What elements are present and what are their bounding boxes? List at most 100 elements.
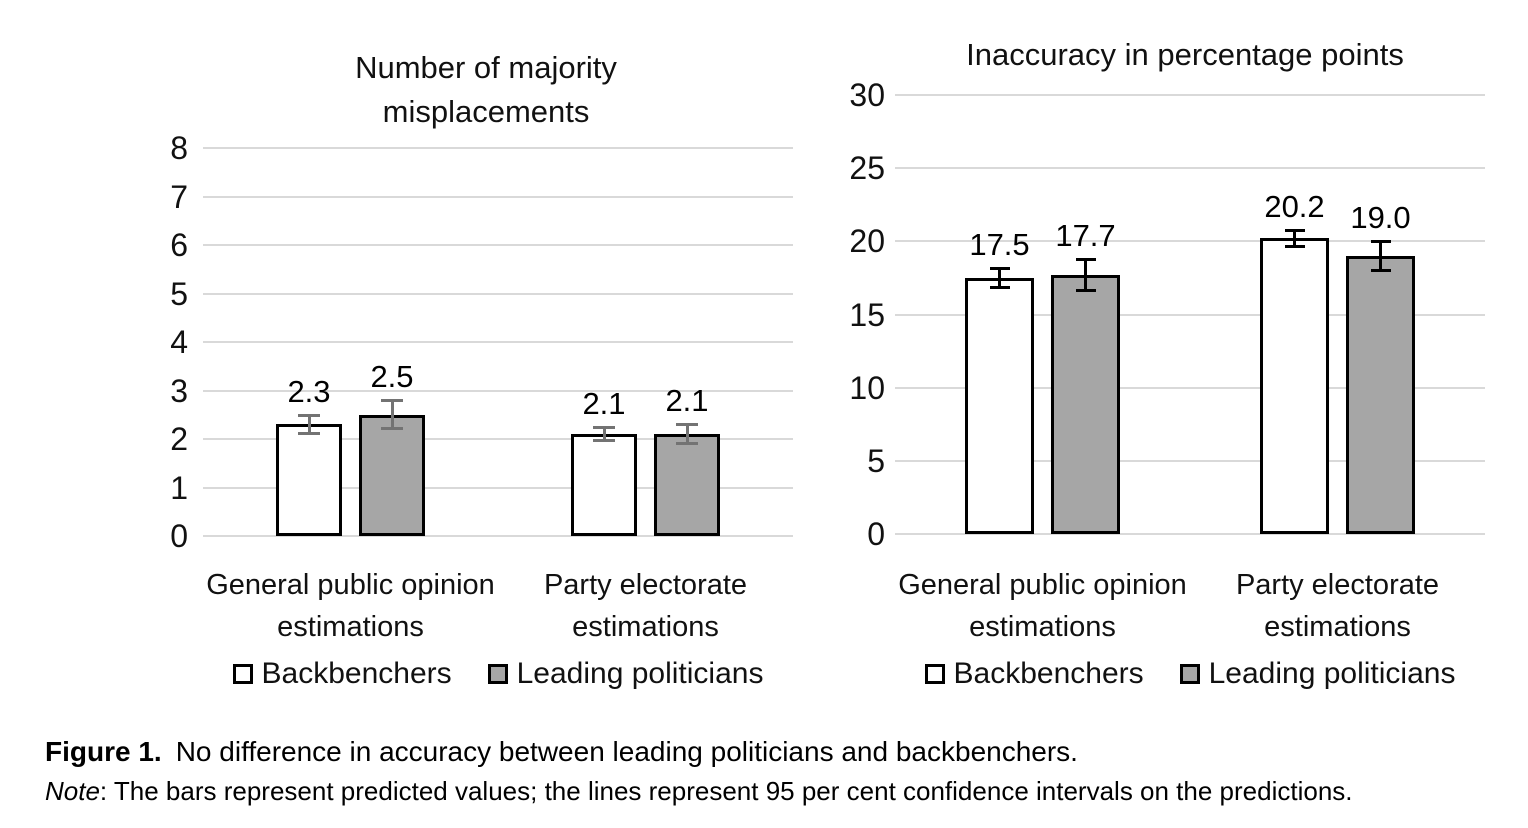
- category-label-line: Party electorate: [543, 569, 748, 601]
- y-axis-tick-15: 15: [849, 296, 885, 333]
- legend-item-leading-politicians: Leading politicians: [487, 657, 764, 691]
- category-label-group2: Party electorate estimations: [436, 564, 856, 648]
- legend-label-leading-politicians: Leading politicians: [1208, 657, 1456, 690]
- legend-swatch-leading-politicians: [1179, 664, 1200, 684]
- bar-leading-politicians-group1: [359, 414, 425, 536]
- gridline-y5: [203, 292, 793, 295]
- error-bar-cap-bottom-backbenchers-group2: [1284, 245, 1305, 249]
- value-label-leading-politicians-group2: 2.1: [665, 383, 709, 419]
- y-axis-tick-8: 8: [170, 130, 188, 166]
- error-bar-cap-top-backbenchers-group1: [298, 413, 320, 417]
- y-axis-tick-0: 0: [170, 518, 188, 554]
- note-line: Note: The bars represent predicted value…: [45, 773, 1495, 809]
- note-text: : The bars represent predicted values; t…: [99, 776, 1353, 806]
- category-label-line: estimations: [277, 611, 424, 643]
- category-label-line: General public opinion: [898, 569, 1187, 601]
- legend-label-backbenchers: Backbenchers: [261, 657, 452, 690]
- chart-title: Number of majority misplacements: [136, 46, 836, 134]
- gridline-y1: [203, 486, 793, 489]
- legend-item-backbenchers: Backbenchers: [232, 657, 452, 691]
- error-bar-line-backbenchers-group1: [998, 267, 1001, 289]
- legend-label-leading-politicians: Leading politicians: [516, 657, 764, 690]
- error-bar-cap-top-leading-politicians-group1: [381, 399, 403, 403]
- legend-label-backbenchers: Backbenchers: [953, 657, 1144, 690]
- category-label-line: estimations: [969, 611, 1116, 643]
- legend-item-backbenchers: Backbenchers: [924, 657, 1144, 691]
- error-bar-line-backbenchers-group2: [602, 426, 606, 442]
- y-axis-tick-5: 5: [867, 442, 885, 479]
- category-label-group2: Party electorate estimations: [1128, 564, 1528, 648]
- value-label-leading-politicians-group1: 2.5: [370, 359, 414, 395]
- gridline-y15: [895, 313, 1485, 316]
- gridline-y5: [895, 459, 1485, 462]
- y-axis-tick-7: 7: [170, 178, 188, 215]
- error-bar-line-backbenchers-group2: [1293, 229, 1296, 248]
- legend: Backbenchers Leading politicians: [895, 654, 1485, 694]
- y-axis-tick-30: 30: [849, 77, 885, 113]
- gridline-y10: [895, 386, 1485, 389]
- caption-line: Figure 1. No difference in accuracy betwe…: [45, 733, 1495, 771]
- error-bar-line-leading-politicians-group2: [685, 424, 689, 444]
- gridline-y25: [895, 167, 1485, 170]
- error-bar-cap-bottom-leading-politicians-group2: [1370, 268, 1391, 272]
- y-axis-tick-0: 0: [867, 516, 885, 552]
- legend-swatch-leading-politicians: [487, 664, 508, 684]
- gridline-y30: [895, 94, 1485, 96]
- error-bar-cap-bottom-backbenchers-group1: [298, 432, 320, 436]
- figure-caption-text: No difference in accuracy between leadin…: [175, 736, 1078, 767]
- error-bar-line-leading-politicians-group1: [1084, 258, 1087, 292]
- error-bar-cap-bottom-backbenchers-group1: [989, 286, 1010, 290]
- bar-backbenchers-group2: [571, 434, 637, 536]
- chart-title-line: misplacements: [382, 94, 590, 129]
- error-bar-cap-top-leading-politicians-group2: [1370, 240, 1391, 244]
- error-bar-cap-top-backbenchers-group1: [989, 266, 1010, 270]
- gridline-y20: [895, 240, 1485, 243]
- value-label-leading-politicians-group1: 17.7: [1055, 217, 1116, 253]
- value-label-backbenchers-group2: 20.2: [1264, 188, 1325, 224]
- gridline-y6: [203, 244, 793, 246]
- legend-swatch-backbenchers: [232, 664, 253, 684]
- gridline-y7: [203, 195, 793, 198]
- bar-backbenchers-group1: [965, 277, 1034, 534]
- chart-title-line: Number of majority: [355, 50, 617, 85]
- legend: Backbenchers Leading politicians: [203, 654, 793, 694]
- value-label-leading-politicians-group2: 19.0: [1350, 200, 1411, 236]
- figure-label: Figure 1.: [45, 736, 162, 767]
- error-bar-line-backbenchers-group1: [307, 414, 311, 435]
- error-bar-line-leading-politicians-group1: [390, 400, 394, 430]
- value-label-backbenchers-group1: 17.5: [969, 226, 1030, 262]
- category-label-line: estimations: [572, 611, 719, 643]
- bar-leading-politicians-group1: [1051, 274, 1120, 534]
- error-bar-line-leading-politicians-group2: [1379, 241, 1382, 271]
- y-axis-tick-1: 1: [170, 469, 188, 506]
- y-axis-tick-10: 10: [849, 369, 885, 406]
- y-axis-tick-20: 20: [849, 223, 885, 260]
- category-label-line: estimations: [1264, 611, 1411, 643]
- bar-backbenchers-group2: [1260, 238, 1329, 534]
- figure-caption: Figure 1. No difference in accuracy betwe…: [45, 733, 1495, 809]
- y-axis-tick-25: 25: [849, 150, 885, 187]
- chart-title-line: Inaccuracy in percentage points: [966, 37, 1404, 72]
- legend-item-leading-politicians: Leading politicians: [1179, 657, 1456, 691]
- y-axis-tick-5: 5: [170, 275, 188, 312]
- chart-title: Inaccuracy in percentage points: [835, 33, 1528, 77]
- value-label-backbenchers-group1: 2.3: [287, 373, 331, 409]
- y-axis-tick-3: 3: [170, 372, 188, 409]
- gridline-y8: [203, 147, 793, 149]
- error-bar-cap-top-leading-politicians-group1: [1075, 257, 1096, 261]
- error-bar-cap-top-backbenchers-group2: [593, 425, 615, 429]
- category-label-group1: General public opinion estimations: [833, 564, 1253, 648]
- gridline-y4: [203, 341, 793, 343]
- gridline-y2: [203, 438, 793, 440]
- legend-swatch-backbenchers: [924, 664, 945, 684]
- category-label-line: General public opinion: [206, 569, 495, 601]
- y-axis-tick-6: 6: [170, 227, 188, 263]
- value-label-backbenchers-group2: 2.1: [582, 385, 626, 421]
- error-bar-cap-bottom-leading-politicians-group2: [676, 441, 698, 445]
- error-bar-cap-top-backbenchers-group2: [1284, 228, 1305, 232]
- error-bar-cap-bottom-leading-politicians-group1: [1075, 289, 1096, 293]
- category-label-group1: General public opinion estimations: [141, 564, 561, 648]
